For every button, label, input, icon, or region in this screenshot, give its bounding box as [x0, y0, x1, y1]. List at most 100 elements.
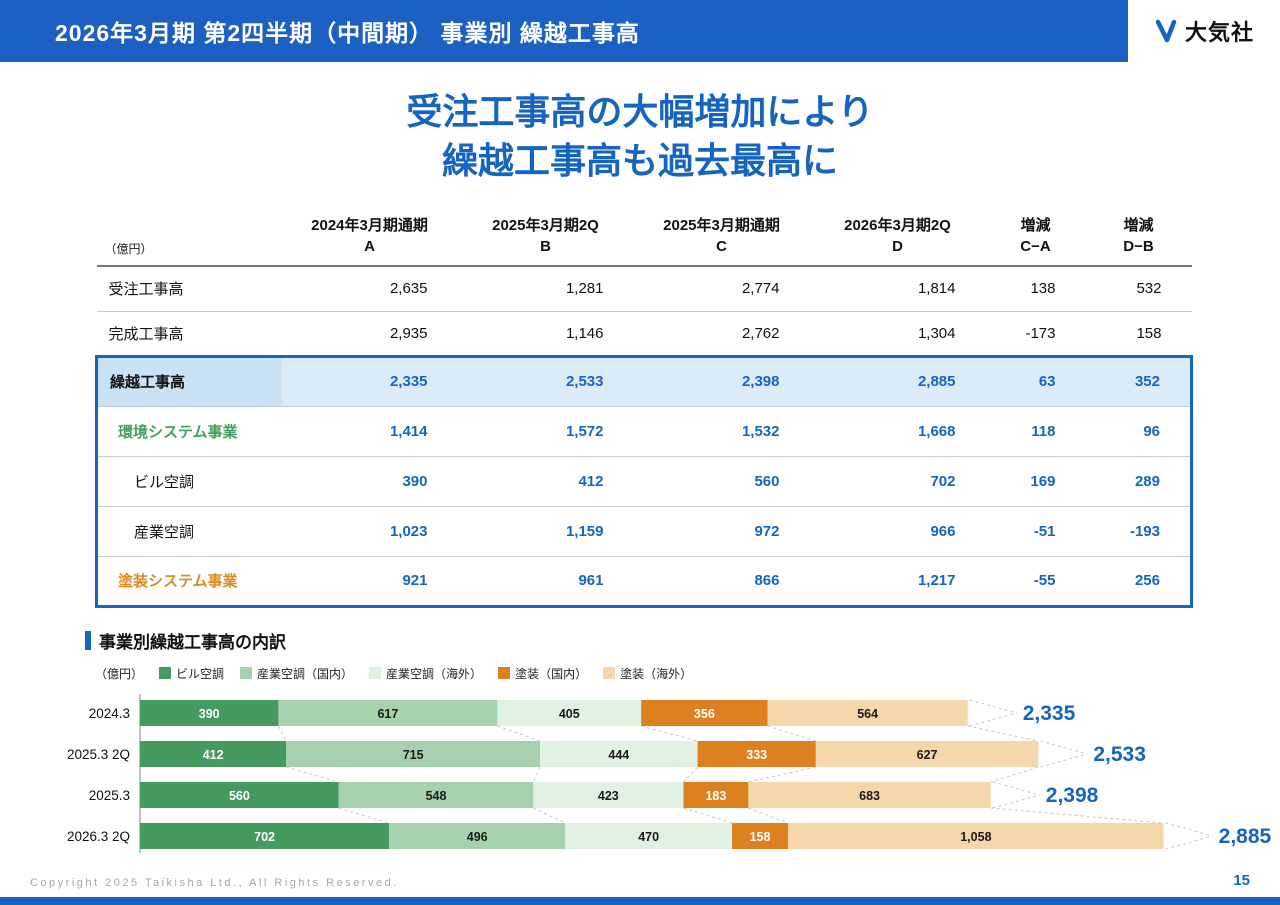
connector-line: [967, 725, 1039, 742]
table-row-completed-work: 完成工事高 2,935 1,146 2,762 1,304 -173 158: [96, 311, 1192, 357]
chart-canvas: 2024.3 390 617 405 356 564 2,335 2025.3 2Q 412 71…: [67, 693, 1272, 853]
cell-value: 961: [457, 556, 634, 608]
col-header-a-letter: A: [364, 238, 375, 256]
bar-segment: [140, 781, 339, 808]
legend-swatch-icon: [240, 667, 253, 680]
col-header-c-letter: C: [716, 238, 727, 256]
bar-segment: [748, 781, 991, 808]
cell-value: 1,814: [809, 266, 986, 312]
bar-segment: [140, 699, 279, 726]
cell-value: 289: [1085, 456, 1193, 507]
bar-segment-value: 405: [559, 707, 580, 721]
bar-segment-value: 423: [598, 789, 619, 803]
table-row-environmental-systems: 環境システム事業 1,414 1,572 1,532 1,668 118 96: [95, 406, 1193, 457]
slide-title: 2026年3月期 第2四半期（中間期） 事業別 繰越工事高: [55, 20, 640, 46]
bar-segment-value: 470: [638, 830, 659, 844]
bar-segment-value: 183: [705, 789, 726, 803]
legend-swatch-icon: [369, 667, 382, 680]
bar-segment-value: 715: [403, 748, 424, 762]
cell-value: 966: [809, 506, 986, 557]
chart-section-title: 事業別繰越工事高の内訳: [99, 632, 286, 652]
cell-value: 412: [457, 456, 634, 507]
cell-value: 2,398: [633, 354, 810, 407]
col-header-b-period: 2025年3月期2Q: [492, 217, 599, 235]
cell-value: 158: [1085, 311, 1192, 357]
bar-total: 2,398: [1046, 784, 1099, 807]
bar-segment: [338, 781, 534, 808]
row-label: 産業空調: [95, 506, 282, 557]
page-number: 15: [1233, 872, 1250, 889]
connector-line: [277, 725, 287, 741]
bar-segment: [497, 699, 642, 726]
company-logo: 大気社: [1128, 0, 1280, 62]
bar-total: 2,533: [1093, 743, 1146, 766]
connector-line: [990, 807, 1164, 824]
row-label: 繰越工事高: [95, 354, 282, 407]
total-leader-line: [1165, 835, 1213, 850]
headline-line1: 受注工事高の大幅増加により: [406, 91, 874, 132]
cell-value: 1,159: [457, 506, 634, 557]
bar-segment-value: 390: [199, 707, 220, 721]
bar-segment-value: 683: [859, 789, 880, 803]
cell-value: 921: [281, 556, 458, 608]
bar-segment-value: 356: [694, 707, 715, 721]
bar-segment: [815, 740, 1039, 767]
bar-segment-value: 333: [746, 748, 767, 762]
col-header-a: 2024年3月期通期 A: [281, 209, 458, 268]
cell-value: 138: [985, 266, 1086, 312]
bar-total: 2,885: [1219, 825, 1272, 848]
connector-line: [286, 766, 339, 783]
connector-line: [990, 766, 1039, 783]
cell-value: 96: [1085, 406, 1193, 457]
connector-line: [748, 807, 789, 824]
cell-value: 63: [985, 354, 1086, 407]
summary-table: （億円） 2024年3月期通期 A 2025年3月期2Q B 2025年3月期通期 C…: [95, 209, 1193, 608]
bar-segment: [683, 781, 749, 808]
legend-swatch-icon: [159, 667, 172, 680]
total-leader-line: [969, 712, 1017, 727]
legend-item: 産業空調（海外）: [369, 665, 482, 682]
legend-item: 塗装（海外）: [603, 665, 692, 682]
cell-value: 2,533: [457, 354, 634, 407]
copyright: Copyright 2025 Taikisha Ltd., All Rights…: [30, 877, 399, 889]
legend-item: 産業空調（国内）: [240, 665, 353, 682]
bar-segment: [286, 740, 541, 767]
bar-segment: [389, 822, 566, 849]
summary-table-wrap: （億円） 2024年3月期通期 A 2025年3月期2Q B 2025年3月期通期 C…: [95, 209, 1193, 608]
category-label: 2025.3: [89, 788, 130, 803]
cell-value: 1,023: [281, 506, 458, 557]
cell-value: 1,572: [457, 406, 634, 457]
cell-value: 2,885: [809, 354, 986, 407]
col-header-d-letter: D: [892, 238, 903, 256]
category-label: 2024.3: [89, 706, 130, 721]
legend-label: 産業空調（海外）: [386, 666, 483, 681]
bar-segment: [767, 699, 968, 726]
bar-segment: [140, 822, 390, 849]
cell-value: 560: [633, 456, 810, 507]
stacked-bar-chart: 2024.3 390 617 405 356 564 2,335 2025.3 2Q 412 71…: [20, 690, 1280, 867]
cell-value: 256: [1085, 556, 1193, 608]
cell-value: 1,281: [457, 266, 634, 312]
bar-segment-value: 158: [750, 830, 771, 844]
total-leader-line: [969, 699, 1017, 714]
bar-segment: [565, 822, 733, 849]
connector-line: [497, 725, 541, 742]
connector-line: [338, 807, 390, 824]
chart-unit-label: （億円）: [95, 666, 144, 681]
bar-segment-value: 627: [917, 748, 938, 762]
col-header-change-db-formula: D−B: [1123, 238, 1154, 256]
cell-value: 2,635: [281, 266, 458, 312]
col-header-b: 2025年3月期2Q B: [457, 209, 634, 268]
total-leader-line: [1040, 740, 1088, 755]
legend-swatch-icon: [603, 667, 616, 680]
col-header-change-ca: 増減 C−A: [985, 209, 1086, 268]
col-header-a-period: 2024年3月期通期: [311, 217, 428, 235]
cell-value: -173: [985, 311, 1086, 357]
bar-segment: [697, 740, 816, 767]
cell-value: 1,146: [457, 311, 634, 357]
table-unit-label: （億円）: [96, 209, 282, 268]
headline: 受注工事高の大幅増加により 繰越工事高も過去最高に: [0, 88, 1280, 185]
cell-value: 390: [281, 456, 458, 507]
bar-segment: [732, 822, 789, 849]
cell-value: 1,217: [809, 556, 986, 608]
